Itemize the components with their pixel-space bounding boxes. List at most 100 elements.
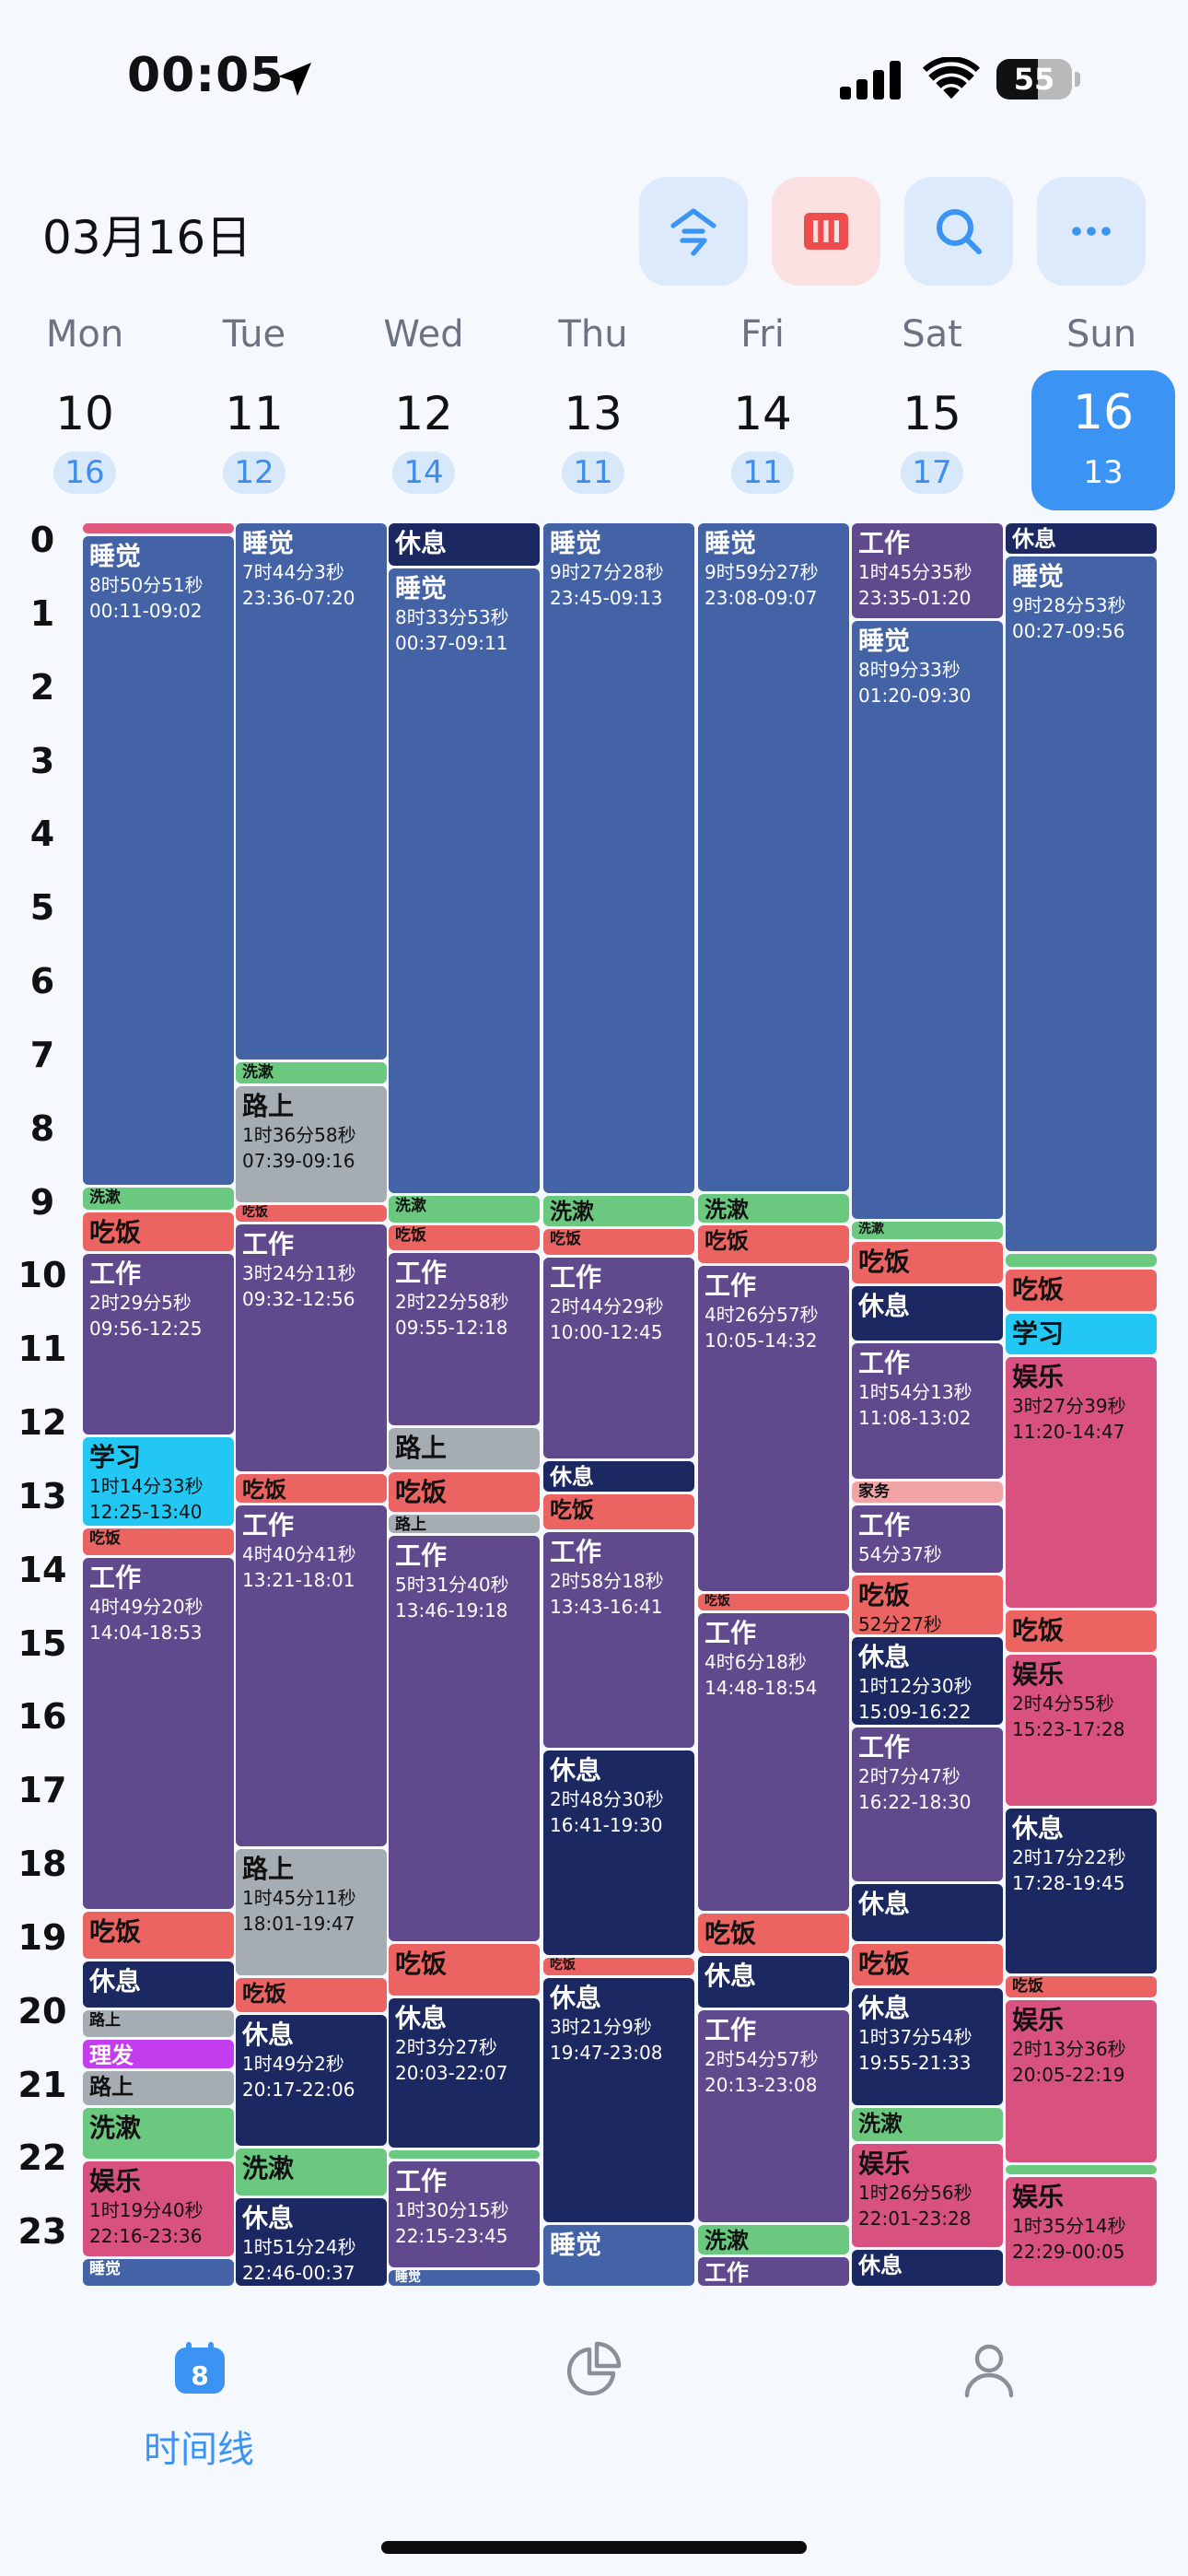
event-block[interactable]: 吃饭 <box>698 1225 849 1263</box>
event-block[interactable]: 吃饭 <box>1006 1610 1157 1652</box>
event-block[interactable]: 工作 1时45分35秒 23:35-01:20 <box>852 523 1003 618</box>
event-block[interactable]: 工作 1时30分15秒 22:15-23:45 <box>389 2161 540 2267</box>
event-block[interactable]: 工作 4时26分57秒 10:05-14:32 <box>698 1266 849 1591</box>
event-block[interactable]: 休息 <box>1006 523 1157 554</box>
event-block[interactable]: 休息 1时37分54秒 19:55-21:33 <box>852 1988 1003 2105</box>
event-block[interactable]: 睡觉 <box>389 2270 540 2286</box>
event-block[interactable]: 路上 <box>83 2071 234 2105</box>
event-block[interactable]: 吃饭 <box>852 1242 1003 1283</box>
event-block[interactable]: 休息 3时21分9秒 19:47-23:08 <box>543 1978 694 2222</box>
event-block[interactable]: 休息 1时51分24秒 22:46-00:37 <box>236 2198 387 2286</box>
event-block[interactable]: 休息 2时48分30秒 16:41-19:30 <box>543 1751 694 1955</box>
event-block[interactable]: 娱乐 1时35分14秒 22:29-00:05 <box>1006 2177 1157 2286</box>
event-block[interactable]: 休息 1时49分2秒 20:17-22:06 <box>236 2015 387 2146</box>
event-block[interactable]: 工作 4时49分20秒 14:04-18:53 <box>83 1558 234 1909</box>
event-block[interactable]: 路上 <box>83 2010 234 2037</box>
event-block[interactable]: 吃饭 <box>389 1944 540 1996</box>
event-block[interactable]: 洗漱 <box>389 1196 540 1223</box>
tab-statistics[interactable] <box>564 2340 623 2488</box>
event-block[interactable]: 洗漱 <box>852 2108 1003 2141</box>
day-header-wed[interactable]: Wed 12 14 <box>344 310 503 512</box>
event-block[interactable]: 吃饭 <box>852 1944 1003 1985</box>
event-block[interactable]: 娱乐 1时19分40秒 22:16-23:36 <box>83 2161 234 2256</box>
event-block[interactable]: 学习 <box>1006 1314 1157 1354</box>
day-header-fri[interactable]: Fri 14 11 <box>683 310 842 512</box>
event-block[interactable]: 洗漱 <box>698 1194 849 1223</box>
event-block[interactable]: 吃饭 <box>236 1978 387 2012</box>
event-block[interactable]: 休息 <box>852 1884 1003 1941</box>
day-header-sat[interactable]: Sat 15 17 <box>853 310 1011 512</box>
event-block[interactable]: 吃饭 <box>698 1594 849 1610</box>
event-block[interactable]: 工作 1时54分13秒 11:08-13:02 <box>852 1343 1003 1479</box>
event-block[interactable]: 休息 2时3分27秒 20:03-22:07 <box>389 1998 540 2148</box>
event-block[interactable] <box>1006 1254 1157 1267</box>
event-block[interactable]: 睡觉 9时27分28秒 23:45-09:13 <box>543 523 694 1193</box>
event-block[interactable]: 休息 <box>389 523 540 566</box>
event-block[interactable]: 学习 1时14分33秒 12:25-13:40 <box>83 1437 234 1526</box>
event-block[interactable]: 洗漱 <box>698 2225 849 2254</box>
event-block[interactable]: 路上 <box>389 1428 540 1469</box>
event-block[interactable]: 洗漱 <box>543 1196 694 1226</box>
event-block[interactable]: 吃饭 <box>389 1472 540 1512</box>
event-block[interactable]: 休息 2时17分22秒 17:28-19:45 <box>1006 1809 1157 1973</box>
event-block[interactable]: 吃饭 <box>543 1958 694 1975</box>
event-block[interactable]: 休息 1时12分30秒 15:09-16:22 <box>852 1637 1003 1725</box>
event-block[interactable]: 娱乐 2时4分55秒 15:23-17:28 <box>1006 1655 1157 1806</box>
event-block[interactable]: 吃饭 <box>389 1225 540 1250</box>
event-block[interactable]: 工作 54分37秒 <box>852 1505 1003 1573</box>
event-block[interactable]: 洗漱 <box>852 1222 1003 1239</box>
event-block[interactable]: 洗漱 <box>83 2108 234 2159</box>
event-block[interactable]: 娱乐 2时13分36秒 20:05-22:19 <box>1006 2000 1157 2162</box>
event-block[interactable]: 工作 2时29分5秒 09:56-12:25 <box>83 1254 234 1434</box>
event-block[interactable]: 工作 4时40分41秒 13:21-18:01 <box>236 1505 387 1846</box>
event-block[interactable]: 理发 <box>83 2040 234 2068</box>
event-block[interactable]: 工作 3时24分11秒 09:32-12:56 <box>236 1224 387 1471</box>
day-header-mon[interactable]: Mon 10 16 <box>6 310 164 512</box>
event-block[interactable]: 休息 <box>852 2250 1003 2286</box>
event-block[interactable]: 吃饭 <box>83 1212 234 1251</box>
event-block[interactable]: 路上 1时45分11秒 18:01-19:47 <box>236 1849 387 1975</box>
event-block[interactable]: 睡觉 <box>543 2225 694 2286</box>
event-block[interactable]: 休息 <box>543 1461 694 1492</box>
event-block[interactable]: 工作 <box>698 2257 849 2286</box>
event-block[interactable]: 工作 4时6分18秒 14:48-18:54 <box>698 1613 849 1911</box>
event-block[interactable]: 工作 2时58分18秒 13:43-16:41 <box>543 1532 694 1748</box>
event-block[interactable]: 睡觉 8时9分33秒 01:20-09:30 <box>852 621 1003 1219</box>
event-block[interactable]: 吃饭 <box>83 1912 234 1959</box>
event-block[interactable]: 休息 <box>83 1961 234 2008</box>
tab-profile[interactable] <box>960 2340 1019 2488</box>
event-block[interactable]: 睡觉 9时28分53秒 00:27-09:56 <box>1006 556 1157 1251</box>
event-block[interactable]: 洗漱 <box>236 1062 387 1083</box>
event-block[interactable]: 吃饭 <box>1006 1270 1157 1311</box>
search-button[interactable] <box>904 177 1013 286</box>
event-block[interactable]: 洗漱 <box>236 2149 387 2195</box>
event-block[interactable]: 娱乐 3时27分39秒 11:20-14:47 <box>1006 1357 1157 1608</box>
event-block[interactable]: 睡觉 <box>83 2259 234 2286</box>
event-block[interactable]: 睡觉 8时50分51秒 00:11-09:02 <box>83 536 234 1185</box>
event-block[interactable] <box>389 2150 540 2159</box>
event-block[interactable]: 工作 5时31分40秒 13:46-19:18 <box>389 1536 540 1941</box>
event-block[interactable]: 休息 <box>698 1956 849 2008</box>
event-block[interactable]: 吃饭 <box>83 1528 234 1555</box>
event-block[interactable]: 吃饭 <box>236 1205 387 1222</box>
event-block[interactable]: 睡觉 9时59分27秒 23:08-09:07 <box>698 523 849 1191</box>
event-block[interactable]: 工作 2时22分58秒 09:55-12:18 <box>389 1253 540 1425</box>
event-block[interactable]: 睡觉 7时44分3秒 23:36-07:20 <box>236 523 387 1060</box>
tab-timeline[interactable]: 8 时间线 <box>125 2340 273 2488</box>
event-block[interactable]: 休息 <box>852 1286 1003 1341</box>
today-button[interactable] <box>639 177 748 286</box>
event-block[interactable]: 工作 2时7分47秒 16:22-18:30 <box>852 1727 1003 1881</box>
event-block[interactable]: 路上 <box>389 1515 540 1533</box>
event-block[interactable]: 工作 2时54分57秒 20:13-23:08 <box>698 2010 849 2222</box>
event-block[interactable]: 吃饭 <box>543 1494 694 1529</box>
event-block[interactable] <box>83 523 234 533</box>
event-block[interactable]: 路上 1时36分58秒 07:39-09:16 <box>236 1086 387 1202</box>
event-block[interactable]: 吃饭 <box>698 1914 849 1953</box>
event-block[interactable]: 家务 <box>852 1481 1003 1503</box>
day-header-sun[interactable]: Sun1613 <box>1031 370 1175 510</box>
event-block[interactable]: 吃饭 52分27秒 <box>852 1575 1003 1634</box>
event-block[interactable]: 洗漱 <box>83 1188 234 1210</box>
day-header-thu[interactable]: Thu 13 11 <box>514 310 672 512</box>
event-block[interactable]: 睡觉 8时33分53秒 00:37-09:11 <box>389 568 540 1193</box>
event-block[interactable] <box>1006 2165 1157 2174</box>
